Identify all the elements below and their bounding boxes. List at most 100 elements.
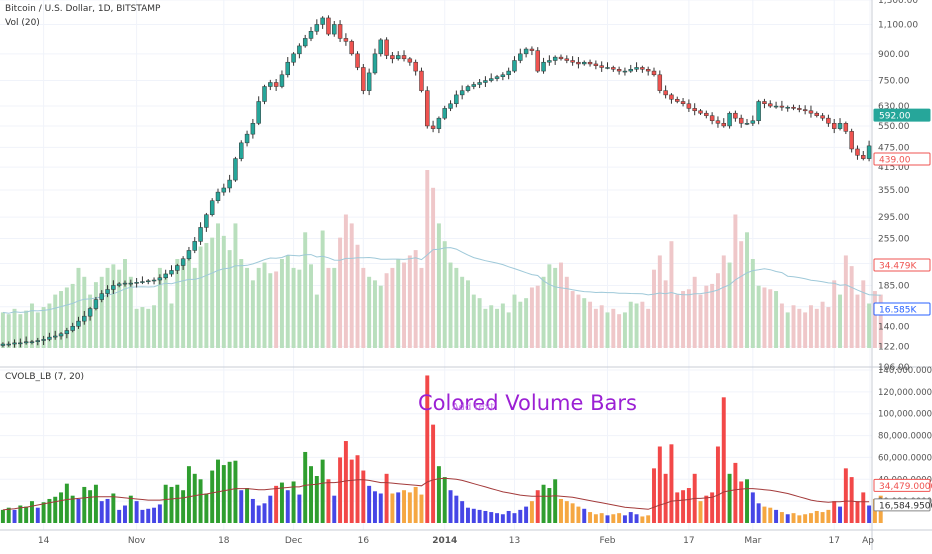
candle-body (686, 103, 692, 109)
low-price-tag-box (873, 152, 931, 166)
candle-body (640, 67, 645, 70)
cvolb-bar (681, 490, 686, 523)
volume-bar (35, 312, 40, 348)
candle-body (785, 106, 790, 109)
cvolb-bar (675, 492, 680, 523)
volume-bar (692, 276, 697, 348)
cvolb-bar (745, 479, 749, 523)
volume-bar (454, 267, 459, 348)
volume-bar (745, 232, 749, 348)
candle-body (436, 117, 442, 129)
cvolb-bar (588, 512, 593, 523)
cvolb-bar (343, 441, 348, 523)
cvolb-bar (297, 494, 302, 523)
time-tick-label: 2014 (432, 536, 457, 546)
cvolb-bar (128, 495, 133, 523)
candle-body (866, 145, 872, 159)
cvolb-bars (0, 375, 883, 523)
candle-body (407, 58, 413, 63)
candle-body (0, 343, 6, 346)
candle-body (645, 69, 651, 72)
volume-bar (640, 301, 645, 348)
volume-bar (477, 298, 482, 348)
cvolb-bar (855, 501, 860, 523)
candle-body (512, 60, 517, 72)
cvolb-bar (320, 459, 325, 523)
candle-body (628, 69, 633, 72)
last-price-tag-box (873, 108, 931, 122)
candle-body (779, 105, 785, 108)
volume-bar (396, 259, 401, 348)
candle-body (448, 103, 453, 109)
candle-body (157, 277, 163, 281)
candle-body (122, 282, 128, 285)
cvolb-bar (361, 470, 366, 523)
volume-bar (59, 291, 64, 348)
cvolb-bar (483, 510, 488, 523)
volume-bar (593, 308, 598, 348)
candle-body (715, 120, 721, 124)
candle-body (192, 241, 197, 251)
volume-bar (221, 235, 226, 348)
volume-bar (216, 223, 220, 348)
volume-bar (518, 301, 523, 348)
time-tick-label: Dec (285, 536, 302, 546)
volume-tag-2: 16.585K (879, 306, 917, 316)
price-tick-label: 122.00 (878, 342, 910, 352)
candle-body (430, 125, 436, 129)
symbol-legend[interactable]: Bitcoin / U.S. Dollar, 1D, BITSTAMP (5, 4, 161, 14)
volume-bar (657, 255, 662, 348)
time-tick-label: 13 (509, 536, 520, 546)
cvolb-bar (529, 501, 534, 523)
candle-body (768, 103, 773, 107)
volume-bar (128, 276, 133, 348)
cvolb-bar (24, 506, 29, 523)
cvolb-bar (29, 501, 34, 523)
candle-body (198, 227, 203, 242)
volume-bar (256, 267, 261, 348)
volume-bar (192, 267, 197, 348)
volume-bar (652, 269, 656, 348)
cvolb-bar (471, 508, 476, 523)
annotation-text[interactable]: Colored Volume Bars (418, 391, 637, 415)
volume-bar (826, 307, 831, 348)
cvolb-bar (436, 466, 441, 523)
volume-bar (111, 264, 116, 348)
candle-body (733, 112, 738, 119)
cvolb-legend[interactable]: CVOLB_LB (7, 20) (5, 372, 85, 382)
candle-body (204, 214, 209, 228)
cvolb-bar (570, 503, 575, 523)
volume-bar (384, 273, 389, 348)
cvolb-bar (117, 509, 122, 523)
volume-bar (442, 241, 447, 348)
cvolb-bar (111, 493, 116, 523)
volume-legend[interactable]: Vol (20) (5, 18, 40, 28)
cvolb-bar (640, 516, 645, 523)
cvolb-bar (221, 465, 226, 523)
candle-body (308, 31, 314, 39)
cvolb-bar (646, 515, 651, 523)
volume-bar (529, 287, 534, 348)
time-tick-label: 18 (218, 536, 230, 546)
volume-bar (791, 305, 796, 348)
volume-bar (582, 298, 587, 348)
candle-body (53, 335, 58, 338)
candle-body (477, 82, 482, 85)
price-tick-label: 185.00 (878, 281, 910, 291)
candle-body (849, 131, 854, 150)
cvolb-bar (832, 501, 837, 523)
cvolb-bar (808, 513, 813, 523)
candle-body (337, 24, 343, 39)
cvolb-tag-1-box (873, 478, 931, 492)
cvolb-bar (338, 457, 343, 523)
time-tick-label: 14 (38, 536, 50, 546)
price-tick-label: 255.00 (878, 234, 910, 244)
volume-bar (646, 308, 651, 348)
cvolb-bar (849, 477, 854, 523)
volume-bar (18, 314, 23, 348)
volume-bar (838, 294, 843, 348)
volume-bar (448, 262, 453, 348)
candle-body (233, 158, 238, 181)
